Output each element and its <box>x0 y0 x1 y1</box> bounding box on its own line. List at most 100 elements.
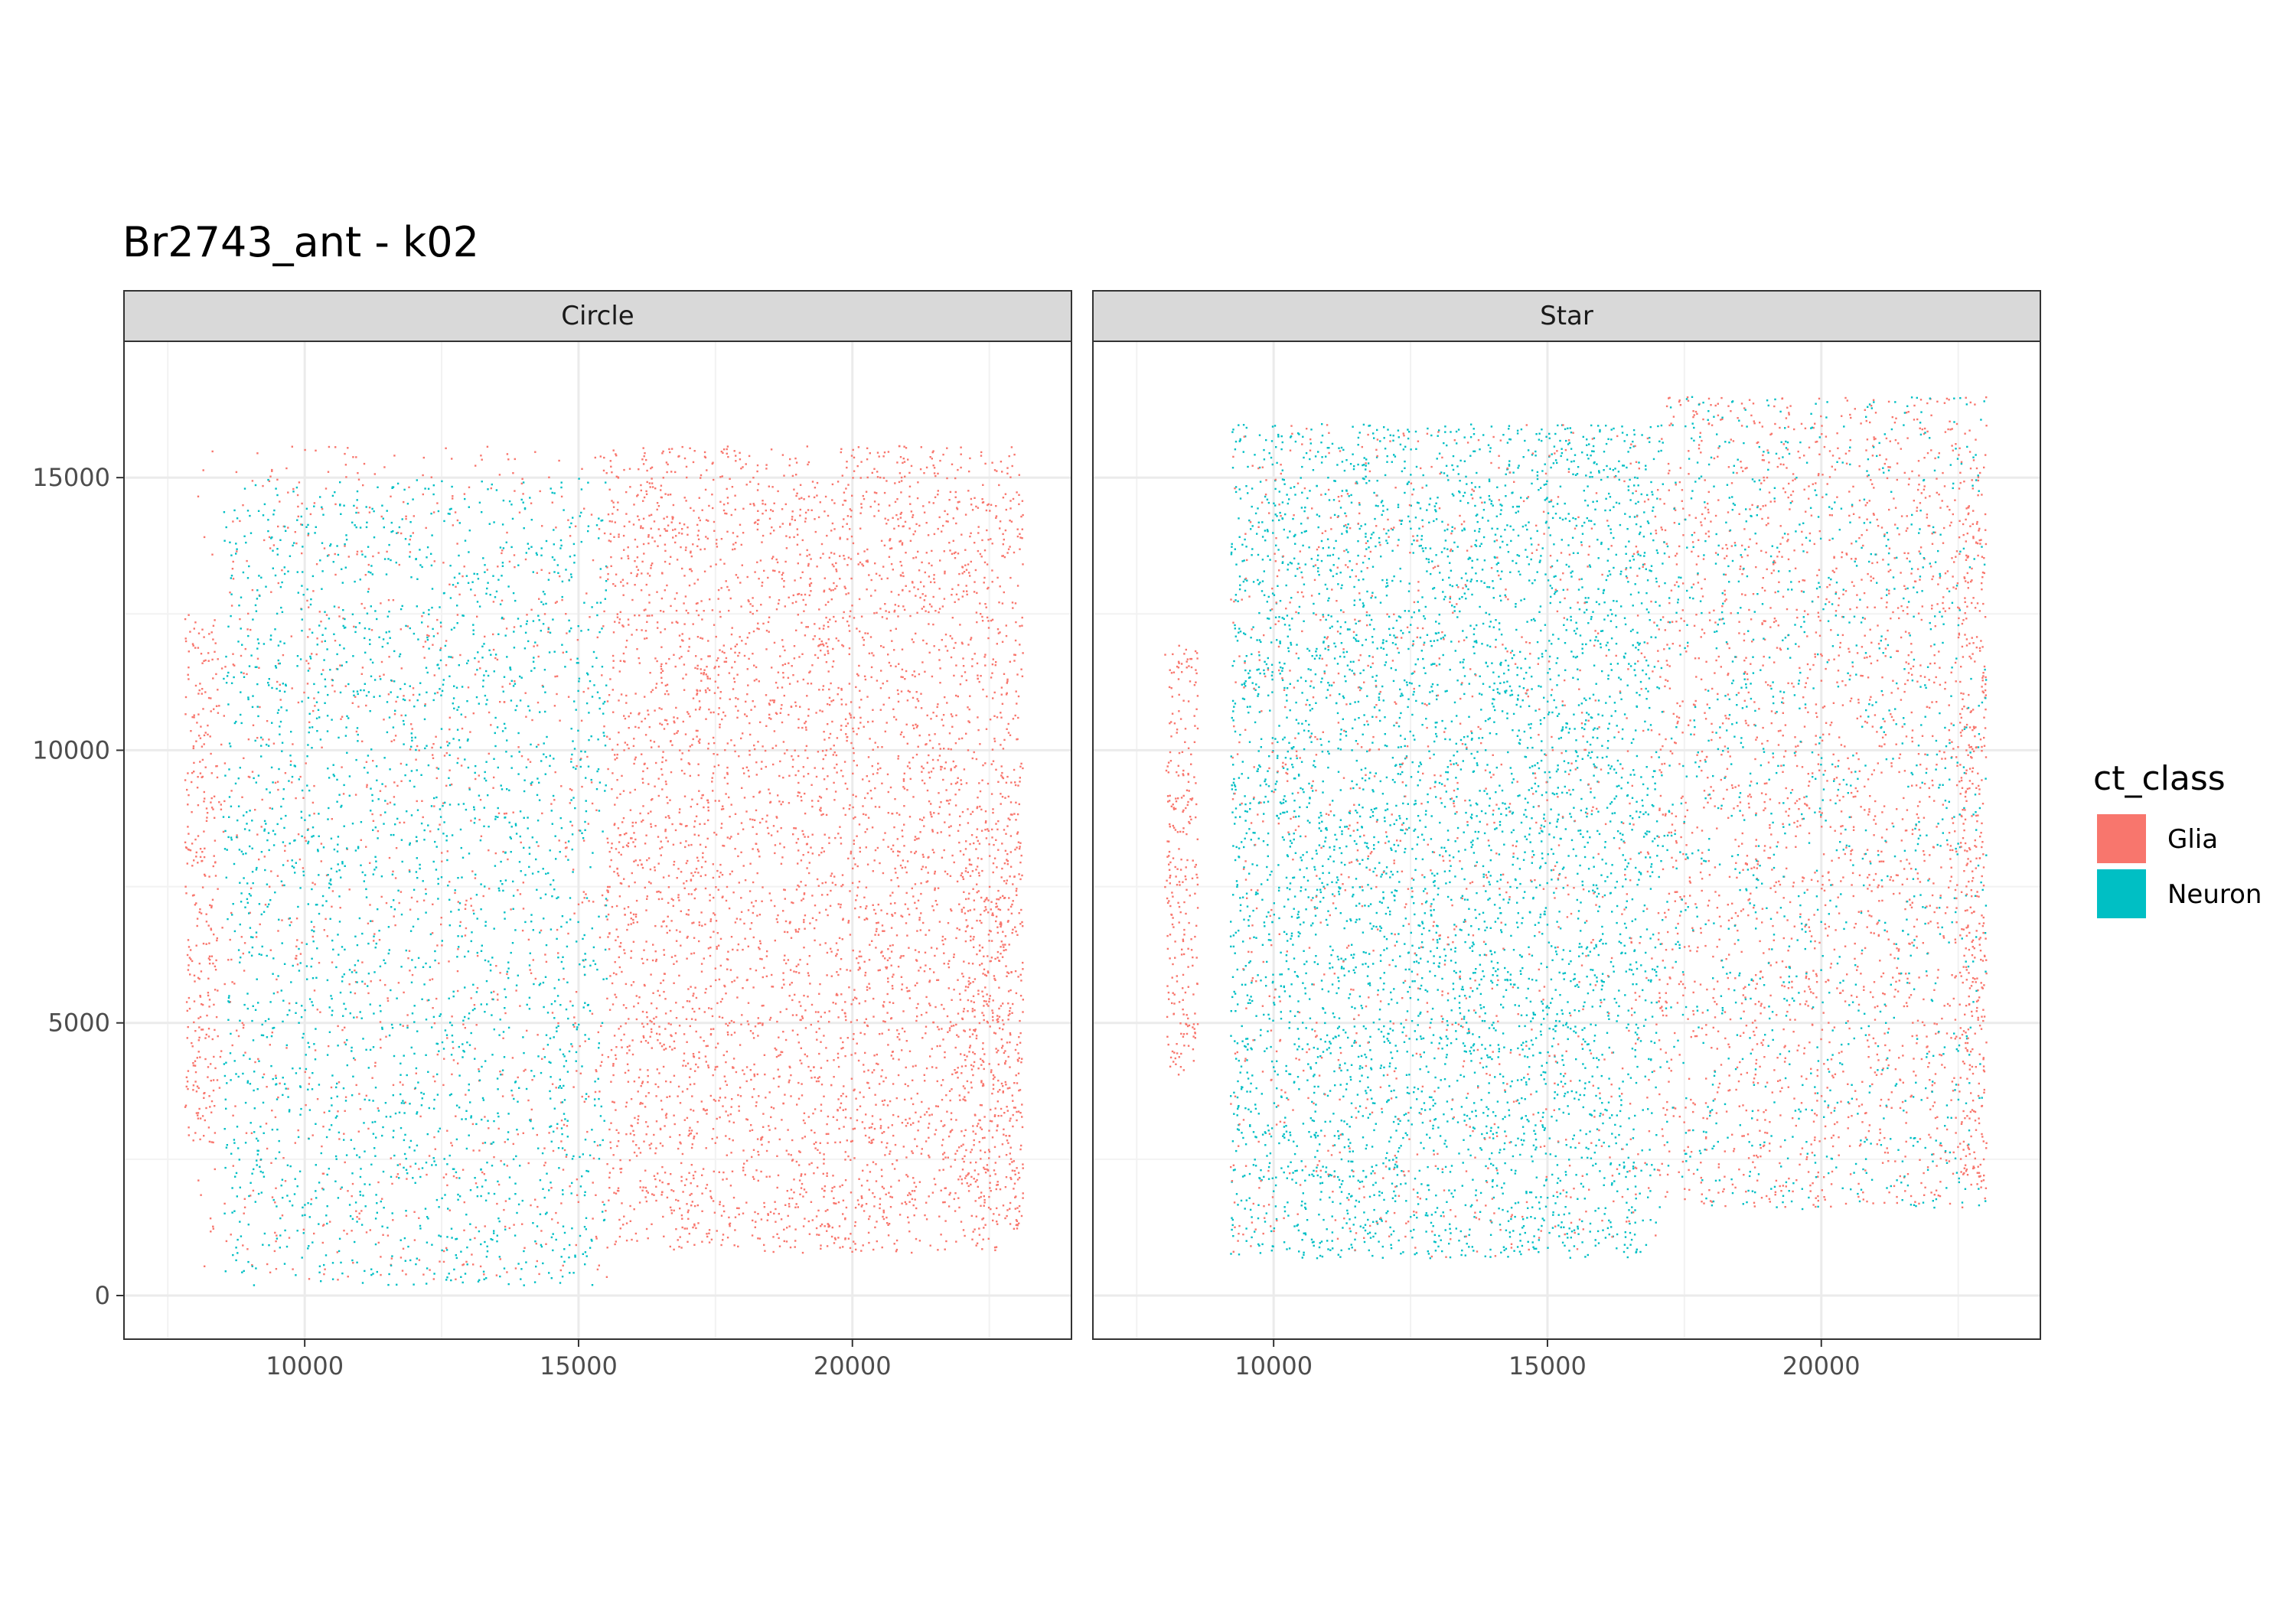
data-point <box>648 614 651 617</box>
data-point <box>559 1078 561 1081</box>
data-point <box>959 1099 961 1101</box>
data-point <box>622 1224 625 1226</box>
data-point <box>317 709 320 711</box>
data-point <box>679 1208 681 1210</box>
data-point <box>507 858 509 861</box>
data-point <box>296 939 298 941</box>
data-point <box>383 1207 385 1209</box>
data-point <box>295 945 298 947</box>
data-point <box>321 905 324 907</box>
data-point <box>757 510 759 512</box>
data-point <box>943 598 946 600</box>
data-point <box>570 728 572 730</box>
data-point <box>543 742 545 745</box>
data-point <box>728 1120 731 1123</box>
data-point <box>458 572 461 575</box>
data-point <box>345 726 347 729</box>
data-point <box>752 936 755 939</box>
data-point <box>519 1005 521 1007</box>
data-point <box>409 870 411 873</box>
data-point <box>256 598 259 600</box>
data-point <box>390 521 393 524</box>
data-point <box>336 668 339 670</box>
data-point <box>971 658 974 660</box>
data-point <box>420 822 423 825</box>
data-point <box>236 819 239 822</box>
data-point <box>983 1014 985 1017</box>
data-point <box>240 722 243 725</box>
data-point <box>244 906 246 908</box>
data-point <box>470 820 472 822</box>
data-point <box>893 1243 895 1245</box>
data-point <box>563 1149 566 1152</box>
data-point <box>665 1080 667 1083</box>
data-point <box>850 852 852 855</box>
data-point <box>951 1129 954 1131</box>
data-point <box>701 637 704 640</box>
data-point <box>957 1197 960 1199</box>
data-point <box>587 628 589 631</box>
data-point <box>561 1147 564 1149</box>
data-point <box>344 1041 346 1044</box>
data-point <box>585 893 587 895</box>
data-point <box>1014 602 1017 605</box>
data-point <box>895 1250 898 1253</box>
data-point <box>654 657 657 660</box>
data-point <box>579 765 582 768</box>
data-point <box>598 915 600 918</box>
data-point <box>367 1127 370 1130</box>
data-point <box>1000 1114 1003 1117</box>
data-point <box>599 1064 602 1067</box>
data-point <box>331 1278 334 1280</box>
data-point <box>614 804 616 806</box>
data-point <box>912 1204 915 1207</box>
data-point <box>493 776 495 779</box>
data-point <box>983 549 987 552</box>
data-point <box>336 1095 338 1098</box>
data-point <box>402 719 405 722</box>
data-point <box>788 683 791 685</box>
data-point <box>415 1263 417 1266</box>
data-point <box>365 506 367 508</box>
data-point <box>1019 842 1022 844</box>
data-point <box>803 610 805 612</box>
data-point <box>458 924 461 927</box>
data-point <box>416 699 419 702</box>
data-point <box>645 1121 647 1123</box>
data-point <box>626 744 628 746</box>
data-point <box>559 539 563 542</box>
data-point <box>348 888 351 891</box>
data-point <box>497 993 499 996</box>
data-point <box>230 593 233 595</box>
data-point <box>604 790 606 792</box>
data-point <box>438 962 440 964</box>
data-point <box>494 716 497 719</box>
data-point <box>336 1115 338 1117</box>
data-point <box>995 515 998 517</box>
data-point <box>397 889 400 892</box>
data-point <box>702 852 704 854</box>
data-point <box>246 1080 249 1082</box>
data-point <box>409 1165 412 1168</box>
data-point <box>896 877 899 879</box>
data-point <box>359 1175 362 1178</box>
data-point <box>315 653 318 656</box>
data-point <box>540 1230 543 1232</box>
data-point <box>936 706 938 709</box>
data-point <box>481 1118 483 1121</box>
data-point <box>508 1176 511 1178</box>
data-point <box>370 920 372 922</box>
data-point <box>368 507 371 509</box>
data-point <box>868 780 870 783</box>
data-point <box>288 1237 291 1239</box>
data-point <box>726 836 729 839</box>
data-point <box>478 1279 481 1281</box>
data-point <box>665 836 667 839</box>
data-point <box>400 1239 402 1241</box>
data-point <box>324 702 326 704</box>
data-point <box>419 1175 422 1178</box>
data-point <box>940 1234 942 1236</box>
data-point <box>544 710 546 713</box>
data-point <box>371 800 374 802</box>
data-point <box>507 585 510 588</box>
